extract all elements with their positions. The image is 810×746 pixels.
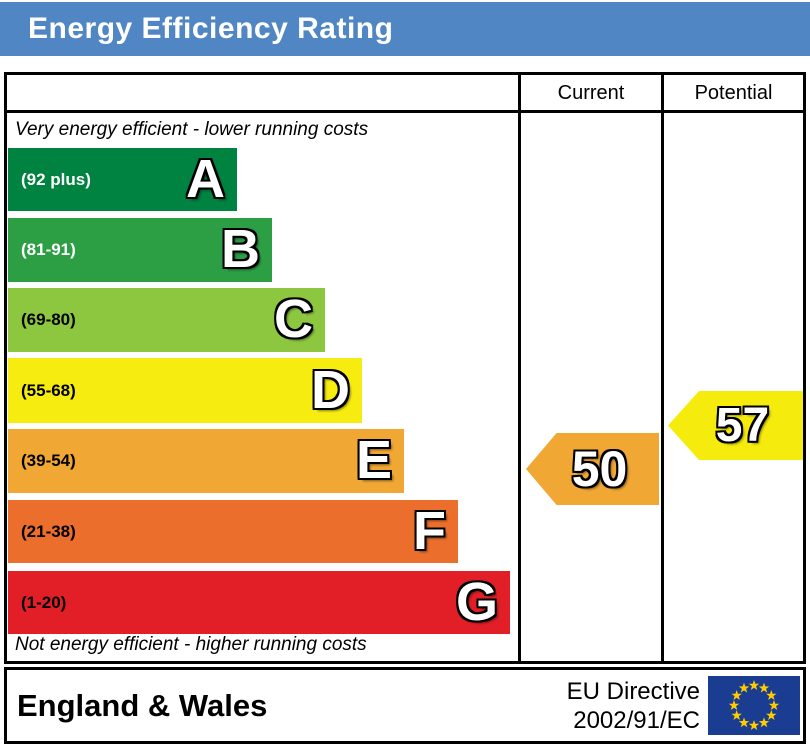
column-header-current: Current bbox=[557, 82, 625, 104]
band-range-label: (1-20) bbox=[21, 592, 67, 612]
eu-directive-line2: 2002/91/EC bbox=[573, 707, 700, 734]
band-row-a: (92 plus) A bbox=[8, 148, 237, 211]
top-note: Very energy efficient - lower running co… bbox=[15, 119, 369, 140]
band-letter: A bbox=[186, 148, 225, 209]
band-letter: F bbox=[413, 500, 446, 561]
band-letter: D bbox=[311, 359, 350, 420]
band-range-label: (21-38) bbox=[21, 521, 76, 541]
eu-directive-text: EU Directive 2002/91/EC bbox=[567, 677, 700, 735]
region-label: England & Wales bbox=[17, 687, 268, 723]
band-letter: C bbox=[274, 288, 313, 349]
column-divider-left bbox=[518, 75, 521, 661]
footer-bar: England & Wales EU Directive 2002/91/EC bbox=[4, 667, 806, 744]
potential-rating-arrow-icon: 57 bbox=[668, 391, 803, 460]
eu-directive-line1: EU Directive bbox=[566, 678, 700, 705]
band-letter: G bbox=[455, 571, 498, 632]
eu-flag-icon bbox=[708, 676, 800, 735]
column-header-potential: Potential bbox=[694, 82, 773, 104]
band-letter: E bbox=[355, 429, 392, 490]
current-rating-arrow-icon: 50 bbox=[526, 433, 659, 505]
band-row-b: (81-91) B bbox=[8, 218, 272, 282]
band-row-d: (55-68) D bbox=[8, 358, 362, 423]
band-range-label: (92 plus) bbox=[21, 169, 91, 189]
band-range-label: (69-80) bbox=[21, 310, 76, 329]
band-row-c: (69-80) C bbox=[8, 288, 325, 352]
band-row-f: (21-38) F bbox=[8, 500, 458, 563]
current-rating-value: 50 bbox=[571, 441, 628, 497]
band-letter: B bbox=[221, 218, 260, 279]
rating-table: Current Potential Very energy efficient … bbox=[4, 72, 806, 664]
title-banner: Energy Efficiency Rating bbox=[0, 2, 810, 56]
band-row-g: (1-20) G bbox=[8, 571, 510, 634]
band-range-label: (55-68) bbox=[21, 380, 76, 400]
bottom-note: Not energy efficient - higher running co… bbox=[15, 634, 367, 655]
band-row-e: (39-54) E bbox=[8, 429, 404, 493]
band-range-label: (39-54) bbox=[21, 451, 76, 470]
page-title: Energy Efficiency Rating bbox=[28, 12, 394, 45]
header-row-divider bbox=[7, 110, 803, 113]
band-range-label: (81-91) bbox=[21, 240, 76, 259]
potential-rating-value: 57 bbox=[715, 399, 770, 452]
column-divider-right bbox=[661, 75, 664, 661]
